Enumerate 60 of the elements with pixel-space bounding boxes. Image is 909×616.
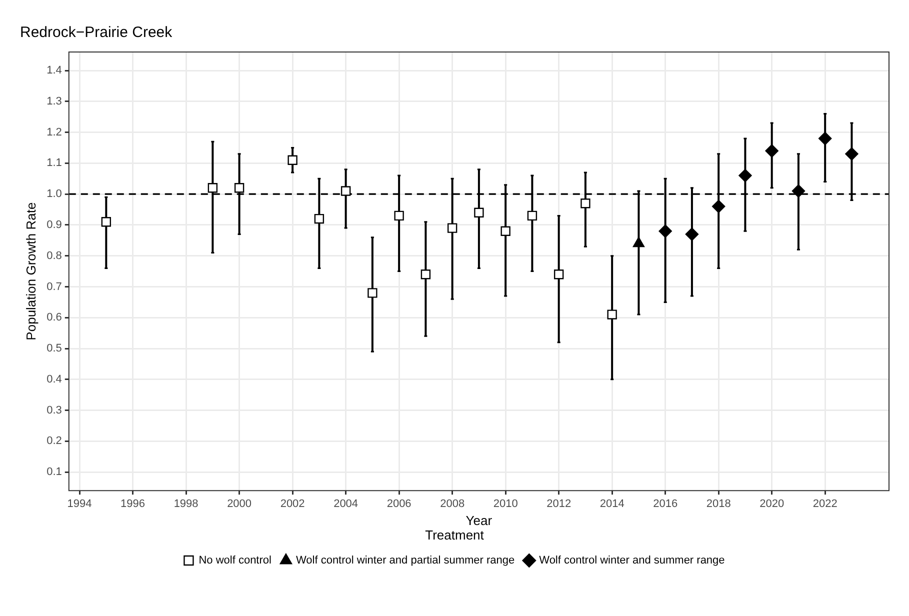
legend-label: Wolf control winter and summer range — [539, 554, 725, 567]
y-tick-label: 1.1 — [46, 157, 62, 170]
y-tick-label: 0.2 — [46, 435, 62, 448]
y-tick-label: 1.0 — [46, 188, 62, 200]
point — [738, 168, 752, 182]
x-axis-title: Year — [466, 513, 493, 528]
x-tick-label: 1994 — [67, 498, 92, 510]
x-tick-label: 2022 — [812, 498, 838, 510]
point — [818, 132, 832, 146]
point — [340, 186, 351, 196]
x-tick-label: 2004 — [334, 498, 358, 510]
x-tick-label: 2016 — [653, 498, 678, 510]
point — [685, 228, 699, 241]
point — [792, 184, 806, 198]
point — [527, 210, 538, 221]
point — [845, 147, 858, 161]
legend-label: Wolf control winter and partial summer range — [296, 554, 515, 567]
y-tick-label: 1.4 — [46, 64, 62, 77]
legend-label: No wolf control — [198, 554, 272, 567]
point — [447, 223, 458, 233]
y-tick-label: 0.4 — [46, 373, 62, 386]
y-tick-label: 0.5 — [46, 342, 62, 355]
y-tick-label: 0.9 — [46, 219, 62, 231]
x-tick-label: 2020 — [760, 498, 784, 510]
x-tick-label: 2006 — [386, 498, 412, 510]
x-tick-label: 2000 — [227, 498, 252, 510]
point — [580, 198, 590, 208]
y-axis-title: Population Growth Rate — [23, 202, 38, 340]
point — [420, 270, 431, 280]
x-tick-label: 2008 — [440, 498, 465, 510]
x-tick-label: 1998 — [174, 498, 198, 510]
y-tick-label: 0.3 — [46, 404, 62, 416]
point — [394, 210, 404, 221]
x-tick-label: 2014 — [600, 498, 624, 510]
point — [712, 200, 726, 214]
point — [658, 224, 672, 238]
x-tick-label: 2002 — [280, 498, 305, 510]
x-tick-label: 2010 — [493, 498, 518, 510]
y-tick-label: 1.3 — [46, 95, 62, 108]
y-tick-label: 1.2 — [46, 126, 62, 138]
point — [607, 310, 617, 320]
point — [554, 270, 564, 280]
point — [765, 144, 778, 158]
y-tick-label: 0.1 — [46, 466, 62, 478]
point — [288, 155, 298, 165]
y-tick-label: 0.6 — [46, 312, 62, 324]
point — [500, 226, 510, 236]
point — [208, 183, 218, 193]
point — [234, 183, 244, 193]
x-tick-label: 1996 — [120, 498, 146, 510]
y-tick-label: 0.7 — [46, 280, 62, 293]
x-tick-label: 2018 — [706, 498, 731, 510]
point — [368, 288, 378, 298]
chart-title: Redrock−Prairie Creek — [20, 24, 173, 42]
point — [101, 217, 112, 227]
x-tick-label: 2012 — [546, 498, 572, 510]
y-tick-label: 0.8 — [46, 250, 62, 262]
point — [474, 208, 484, 218]
legend-title: Treatment — [425, 527, 484, 542]
point — [314, 214, 324, 224]
